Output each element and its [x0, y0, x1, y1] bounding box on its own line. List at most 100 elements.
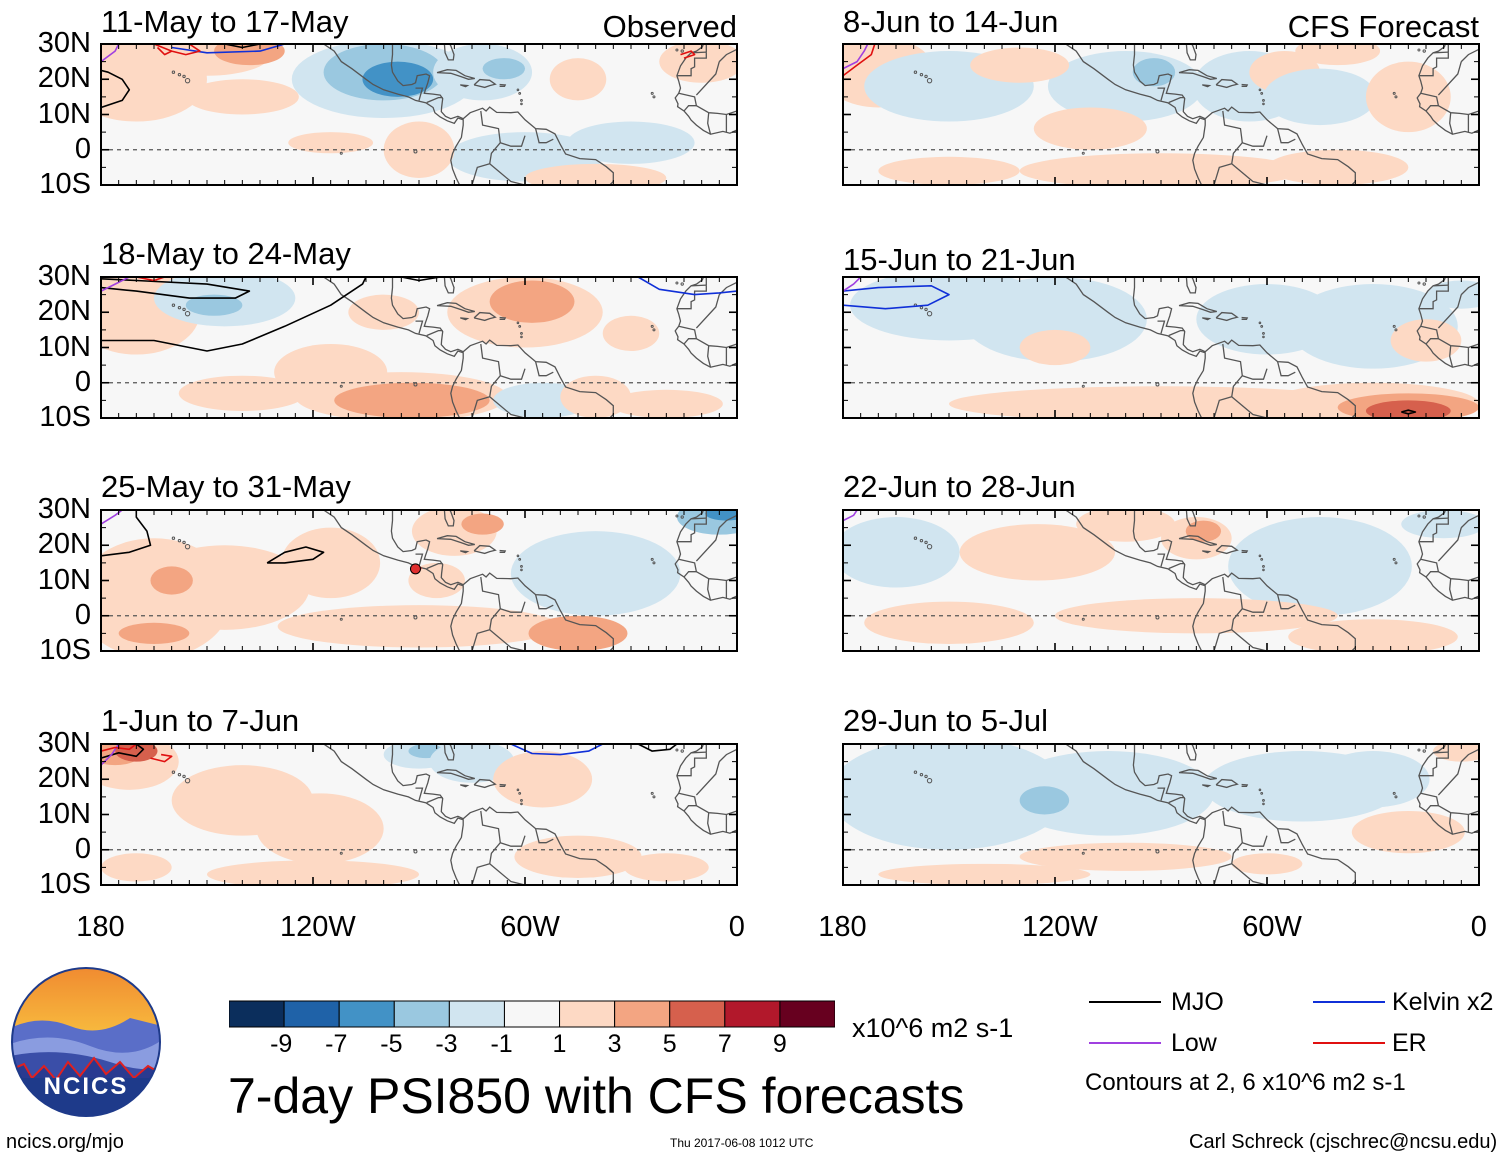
map-panel-observed-2: 18-May to 24-May 30N 20N 10N 0 10S [38, 238, 738, 432]
coastline [426, 329, 443, 337]
colorbar-tick-label: -9 [270, 1030, 293, 1058]
coastline [1241, 83, 1249, 87]
colorbar-swatch [724, 1000, 781, 1028]
x-tick-label: 0 [1470, 911, 1487, 943]
anomaly-patch [1033, 107, 1147, 150]
anomaly-patch [843, 744, 1070, 850]
colorbar-swatch [559, 1000, 616, 1028]
coastline [1437, 761, 1462, 796]
panel-period-title: 8-Jun to 14-Jun [843, 4, 1059, 39]
coastline [1178, 302, 1217, 313]
x-tick-label: 120W [1022, 911, 1098, 943]
coastline [1276, 594, 1296, 610]
coastline [1213, 576, 1243, 651]
island [1258, 321, 1262, 325]
y-tick-label: 20N [37, 762, 91, 795]
coastline [415, 320, 424, 334]
anomaly-patch [334, 382, 490, 418]
anomaly-patch [362, 61, 434, 97]
coastline [489, 163, 526, 185]
island [652, 95, 656, 99]
island [1422, 749, 1426, 753]
coastline [500, 368, 526, 380]
panel-period-title: 11-May to 17-May [101, 4, 349, 39]
island [520, 332, 523, 335]
coastline [1231, 629, 1268, 651]
anomaly-patch [1263, 68, 1377, 126]
island [675, 48, 679, 52]
coastline [1416, 510, 1479, 601]
island [1155, 615, 1160, 620]
coastline [323, 277, 464, 418]
anomaly-patch [705, 510, 737, 521]
coastline [1231, 863, 1268, 885]
legend-label-low: Low [1171, 1029, 1217, 1057]
island [182, 540, 186, 545]
coastline [323, 744, 464, 885]
y-tick-label: 10S [39, 868, 91, 900]
wave-contour [680, 50, 696, 59]
island [1262, 568, 1265, 572]
coastline [1416, 277, 1479, 368]
colorbar [229, 1000, 835, 1028]
coastline [415, 553, 424, 567]
wave-contour [843, 44, 876, 77]
island [516, 321, 520, 325]
map-plot [100, 43, 738, 186]
map-panel-observed-3: 25-May to 31-May 30N 20N 10N 0 10S [38, 471, 738, 665]
coastline [473, 78, 497, 89]
coastline [443, 44, 455, 61]
island [1262, 335, 1265, 339]
colorbar-swatch [503, 1000, 561, 1028]
coastline [695, 294, 720, 329]
island [520, 568, 523, 572]
island [1258, 88, 1262, 92]
wave-contour [153, 44, 201, 56]
island [924, 307, 928, 312]
coastline [1065, 277, 1206, 418]
y-tick-label: 30N [37, 727, 91, 759]
coastline [718, 48, 737, 63]
island [1260, 791, 1264, 795]
anomaly-patch [609, 389, 723, 418]
island [926, 77, 933, 84]
colorbar-tick-label: 5 [662, 1030, 677, 1058]
wave-contour [1401, 409, 1417, 415]
coastline [1438, 805, 1479, 816]
y-tick-label: 10N [37, 563, 91, 596]
coastline [415, 87, 424, 101]
island [1262, 332, 1265, 335]
anomaly-patch [185, 79, 299, 115]
coastline [696, 105, 737, 116]
x-tick-label: 180 [76, 911, 125, 943]
wave-contour [101, 744, 145, 759]
coastline [1202, 84, 1212, 88]
colorbar-swatch [229, 1000, 285, 1028]
chart-title: 7-day PSI850 with CFS forecasts [228, 1068, 965, 1124]
legend-label-er: ER [1392, 1029, 1427, 1057]
wave-contour [156, 46, 173, 56]
wave-contour [843, 285, 950, 310]
coastline [1065, 44, 1206, 185]
coastline [1215, 311, 1239, 322]
coastline [473, 311, 497, 322]
wave-contour [171, 44, 285, 54]
colorbar-swatch [614, 1000, 671, 1028]
anomaly-patch [514, 835, 642, 878]
island [652, 561, 656, 565]
coastline [471, 810, 501, 885]
island [913, 70, 918, 74]
island [1422, 282, 1426, 286]
panel-period-title: 22-Jun to 28-Jun [843, 469, 1076, 504]
footer-url[interactable]: ncics.org/mjo [6, 1131, 124, 1153]
island [650, 324, 654, 328]
coastline [1242, 835, 1268, 847]
coastline [323, 44, 464, 185]
wave-contour [101, 277, 130, 292]
island [913, 770, 918, 774]
anomaly-patch [1231, 853, 1303, 875]
coastline [1157, 787, 1166, 801]
colorbar-swatch [283, 1000, 340, 1028]
coastline [1420, 92, 1440, 112]
island [1258, 554, 1262, 558]
